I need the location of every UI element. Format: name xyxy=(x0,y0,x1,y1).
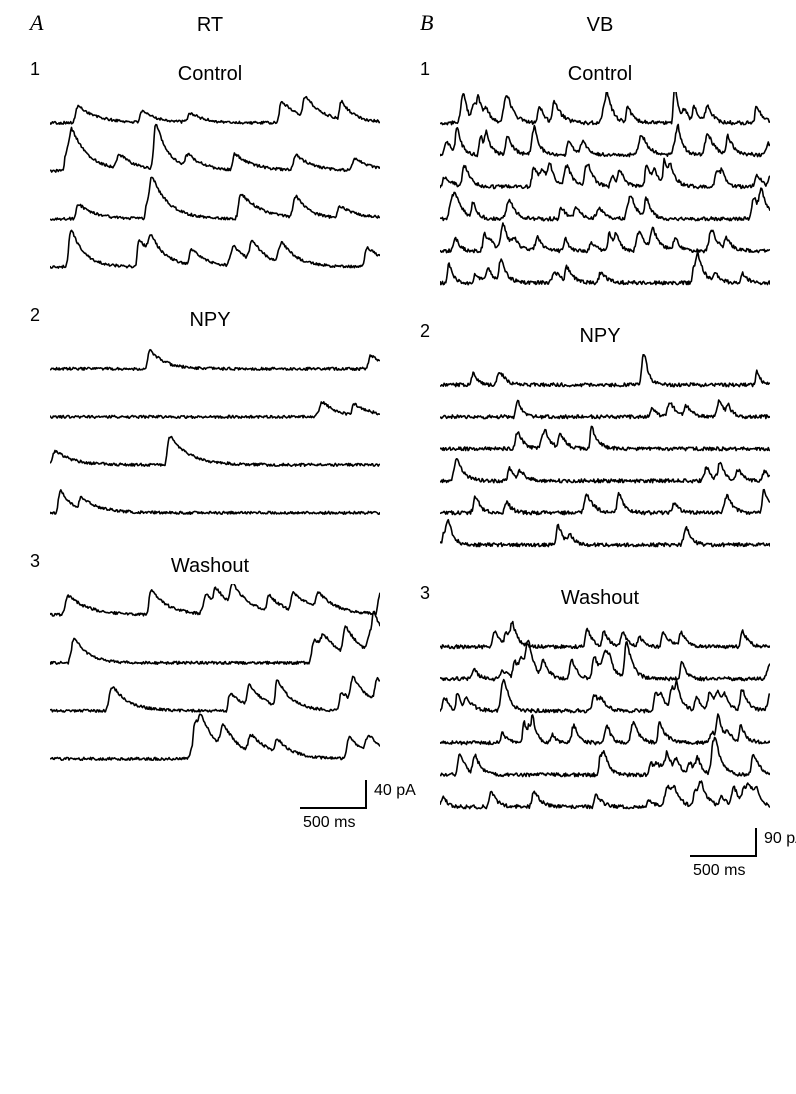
block-b2-number: 2 xyxy=(420,321,430,342)
block-b1-number: 1 xyxy=(420,59,430,80)
block-a3-number: 3 xyxy=(30,551,40,572)
column-a-title: RT xyxy=(30,14,390,37)
scalebar-b-horizontal-label: 500 ms xyxy=(693,862,745,880)
block-b3-title: Washout xyxy=(420,587,780,610)
block-a2: 2 NPY xyxy=(30,309,390,529)
panel-letter-b: B xyxy=(420,10,433,36)
column-b-title: VB xyxy=(420,14,780,37)
traces-b2 xyxy=(440,354,770,561)
scalebar-b: 90 pA 500 ms xyxy=(690,828,766,873)
traces-b1 xyxy=(440,92,770,299)
traces-b3 xyxy=(440,616,770,823)
figure-root: A RT 1 Control 2 NPY 3 Washout 40 pA 500… xyxy=(0,0,796,1094)
block-a2-number: 2 xyxy=(30,305,40,326)
traces-a3 xyxy=(50,584,380,775)
block-b3-number: 3 xyxy=(420,583,430,604)
panel-letter-a: A xyxy=(30,10,43,36)
block-a1-title: Control xyxy=(30,63,390,86)
block-b2-title: NPY xyxy=(420,325,780,348)
block-b3: 3 Washout xyxy=(420,587,780,823)
block-b2: 2 NPY xyxy=(420,325,780,561)
scalebar-b-vertical-label: 90 pA xyxy=(764,830,796,848)
column-b: B VB 1 Control 2 NPY 3 Washout 90 pA 500… xyxy=(420,10,780,822)
block-a3: 3 Washout xyxy=(30,555,390,775)
column-a: A RT 1 Control 2 NPY 3 Washout 40 pA 500… xyxy=(30,10,390,774)
block-a2-title: NPY xyxy=(30,309,390,332)
scalebar-a: 40 pA 500 ms xyxy=(300,780,376,825)
block-a1-number: 1 xyxy=(30,59,40,80)
block-b1-title: Control xyxy=(420,63,780,86)
scalebar-a-vertical-label: 40 pA xyxy=(374,782,416,800)
scalebar-a-horizontal-label: 500 ms xyxy=(303,814,355,832)
block-a1: 1 Control xyxy=(30,63,390,283)
block-b1: 1 Control xyxy=(420,63,780,299)
block-a3-title: Washout xyxy=(30,555,390,578)
traces-a2 xyxy=(50,338,380,529)
traces-a1 xyxy=(50,92,380,283)
